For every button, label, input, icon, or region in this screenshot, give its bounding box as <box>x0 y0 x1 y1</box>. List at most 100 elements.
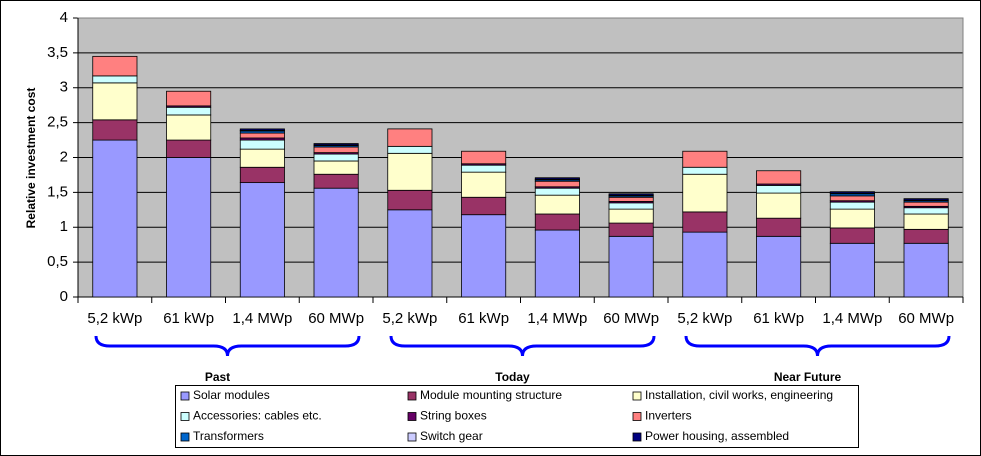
bar-segment <box>239 182 285 298</box>
bar-segment <box>461 196 507 216</box>
bar-segment <box>387 152 433 191</box>
bar-segment <box>829 195 875 202</box>
bar-segment <box>239 128 285 131</box>
legend-swatch <box>632 432 642 442</box>
legend-swatch <box>180 412 190 421</box>
y-tick-label: 3,5 <box>47 44 68 61</box>
x-tick-label: 60 MWp <box>898 310 954 327</box>
x-tick-label: 5,2 kWp <box>382 310 437 327</box>
legend-label: Module mounting structure <box>420 388 562 402</box>
bar-segment <box>239 132 285 139</box>
legend-label: Solar modules <box>193 388 270 402</box>
legend-label: Installation, civil works, engineering <box>645 388 833 402</box>
group-label: Today <box>495 370 530 384</box>
bar-segment <box>166 106 212 116</box>
bar-segment <box>756 235 802 298</box>
bar-segment <box>534 177 580 180</box>
bar-segment <box>829 242 875 298</box>
bar-segment <box>608 193 654 196</box>
bar-segment <box>92 82 138 121</box>
bar-segment <box>166 139 212 158</box>
y-tick-label: 0,5 <box>47 253 68 270</box>
bar-segment <box>313 146 359 154</box>
x-tick-label: 60 MWp <box>603 310 659 327</box>
legend-swatch <box>632 391 642 401</box>
bar-segment <box>903 213 949 230</box>
legend-swatch <box>180 432 190 442</box>
bar-segment <box>534 180 580 188</box>
bar-segment <box>92 119 138 141</box>
bar-segment <box>461 214 507 298</box>
bar-segment <box>387 209 433 298</box>
bar-segment <box>756 192 802 219</box>
bar-segment <box>387 145 433 154</box>
bar-segment <box>313 187 359 298</box>
bar-segment <box>829 227 875 244</box>
bar-segment <box>608 235 654 298</box>
x-tick-label: 61 kWp <box>753 310 804 327</box>
bar-segment <box>682 166 728 175</box>
bar-segment <box>166 90 212 107</box>
bar-segment <box>534 213 580 231</box>
group-label: Past <box>205 370 230 384</box>
bar-segment <box>829 201 875 210</box>
legend-swatch <box>407 412 417 421</box>
bar-segment <box>166 114 212 141</box>
bar-segment <box>166 157 212 298</box>
legend-label: Inverters <box>645 409 692 423</box>
group-brace <box>389 335 656 357</box>
bar-segment <box>461 150 507 165</box>
x-tick-label: 60 MWp <box>308 310 364 327</box>
bar-segment <box>829 191 875 194</box>
bar-segment <box>239 148 285 168</box>
bar-segment <box>903 228 949 244</box>
bar-segment <box>461 164 507 173</box>
bar-segment <box>387 189 433 211</box>
bar-segment <box>313 160 359 175</box>
bar-segment <box>92 75 138 84</box>
bar-segment <box>682 231 728 298</box>
x-tick-label: 61 kWp <box>458 310 509 327</box>
bar-segment <box>387 128 433 147</box>
legend-label: Transformers <box>193 429 264 443</box>
bar-segment <box>239 139 285 150</box>
y-tick-label: 1,5 <box>47 183 68 200</box>
bar-segment <box>534 229 580 298</box>
bar-segment <box>756 170 802 185</box>
bar-segment <box>903 201 949 207</box>
bar-segment <box>682 150 728 168</box>
y-tick-label: 2,5 <box>47 114 68 131</box>
bar-segment <box>829 208 875 229</box>
bar-segment <box>903 242 949 298</box>
legend-label: Accessories: cables etc. <box>193 409 322 423</box>
legend-label: String boxes <box>420 409 487 423</box>
bar-segment <box>313 173 359 189</box>
y-tick-label: 1 <box>60 218 68 235</box>
y-axis-label: Relative investment cost <box>24 88 38 229</box>
bar-segment <box>903 207 949 215</box>
bar-segment <box>608 222 654 237</box>
bar-segment <box>534 187 580 196</box>
x-tick-label: 1,4 MWp <box>822 310 882 327</box>
x-tick-label: 61 kWp <box>163 310 214 327</box>
y-tick-label: 4 <box>60 9 68 26</box>
bar-segment <box>903 198 949 201</box>
bar-segment <box>313 153 359 162</box>
legend-swatch <box>632 412 642 421</box>
bar-segment <box>608 196 654 202</box>
bar-segment <box>608 202 654 210</box>
bar-segment <box>313 143 359 146</box>
legend-swatch <box>180 391 190 401</box>
bar-segment <box>239 166 285 184</box>
x-tick-label: 1,4 MWp <box>232 310 292 327</box>
y-tick-label: 2 <box>60 148 68 165</box>
bar-segment <box>682 211 728 233</box>
bar-segment <box>756 184 802 194</box>
bar-segment <box>92 55 138 77</box>
legend-label: Switch gear <box>420 429 483 443</box>
bar-segment <box>92 139 138 298</box>
x-tick-label: 5,2 kWp <box>87 310 142 327</box>
bar-segment <box>461 171 507 198</box>
bar-segment <box>608 208 654 224</box>
